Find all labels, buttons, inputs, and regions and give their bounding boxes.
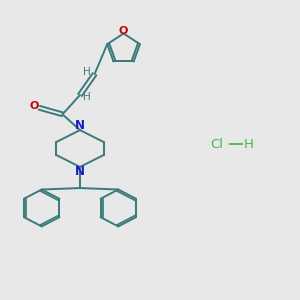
Text: H: H	[83, 92, 91, 101]
Text: N: N	[75, 165, 85, 178]
Text: O: O	[30, 101, 39, 111]
Text: H: H	[83, 67, 91, 77]
Text: N: N	[75, 119, 85, 132]
Text: Cl: Cl	[210, 138, 223, 151]
Text: H: H	[244, 138, 254, 151]
Text: O: O	[119, 26, 128, 36]
